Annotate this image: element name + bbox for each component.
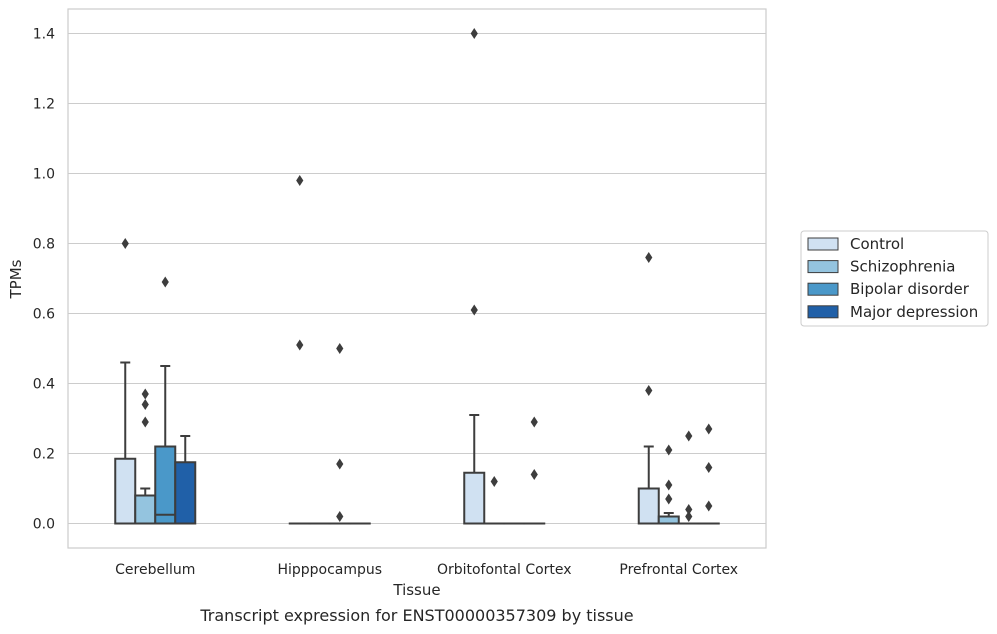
outlier-point: [665, 444, 673, 456]
box-body: [637, 487, 660, 525]
x-tick-label: Orbitofontal Cortex: [437, 562, 572, 578]
outlier-point: [121, 238, 129, 249]
box-bipolar-disorder: [677, 430, 700, 525]
y-tick-label: 1.2: [33, 97, 55, 113]
outlier-point: [336, 511, 344, 522]
legend-label: Bipolar disorder: [850, 280, 970, 298]
outlier-point: [685, 504, 693, 515]
box-schizophrenia: [657, 444, 680, 525]
x-axis-label: Tissue: [392, 581, 440, 599]
box-body: [114, 457, 137, 525]
box-major-depression: [697, 423, 720, 525]
outlier-point: [530, 416, 538, 428]
outlier-point: [685, 511, 693, 522]
figure-caption: Transcript expression for ENST0000035730…: [200, 606, 634, 625]
outlier-point: [530, 469, 538, 480]
box-body: [657, 515, 680, 525]
y-tick-label: 0.4: [33, 377, 55, 393]
y-axis-label: TPMs: [7, 259, 25, 299]
box-bipolar-disorder: [328, 343, 351, 525]
outlier-point: [490, 476, 498, 487]
x-tick-label: Prefrontal Cortex: [619, 562, 738, 578]
y-tick-labels: 0.0 0.2 0.4 0.6 0.8 1.0 1.2 1.4: [33, 27, 55, 533]
legend-label: Schizophrenia: [850, 258, 955, 276]
x-tick-label: Hipppocampus: [277, 562, 382, 578]
box-bipolar-disorder: [154, 276, 177, 525]
x-tick-labels: Cerebellum Hipppocampus Orbitofontal Corte…: [115, 562, 738, 578]
box-control: [114, 238, 137, 525]
outlier-point: [470, 28, 478, 39]
box-control: [637, 252, 660, 525]
box-body: [134, 494, 157, 525]
outlier-point: [645, 385, 653, 396]
box-major-depression: [174, 435, 197, 525]
y-tick-label: 0.2: [33, 447, 55, 463]
outlier-point: [141, 399, 149, 410]
outlier-point: [296, 175, 304, 186]
box-control: [288, 175, 311, 525]
box-schizophrenia: [134, 388, 157, 525]
legend-swatch: [807, 237, 839, 251]
outlier-point: [336, 343, 344, 354]
outlier-point: [645, 252, 653, 263]
box-body: [174, 461, 197, 525]
legend-label: Control: [850, 235, 904, 253]
outlier-point: [665, 493, 673, 505]
outlier-point: [705, 500, 713, 512]
y-tick-label: 0.8: [33, 237, 55, 253]
box-body: [154, 445, 177, 525]
box-body: [463, 471, 486, 525]
outlier-point: [685, 430, 693, 442]
y-tick-label: 1.4: [33, 27, 55, 43]
outlier-point: [296, 339, 304, 351]
legend-swatch: [807, 305, 839, 319]
box-groups: [114, 28, 720, 525]
legend-frame: [800, 230, 989, 327]
legend-swatch: [807, 282, 839, 296]
box-major-depression: [523, 416, 546, 525]
outlier-point: [141, 416, 149, 428]
legend-swatch: [807, 260, 839, 274]
legend: Control Schizophrenia Bipolar disorder Majo…: [800, 230, 989, 327]
plot-frame: [67, 8, 767, 549]
y-tick-label: 1.0: [33, 167, 55, 183]
outlier-point: [665, 479, 673, 491]
outlier-point: [141, 388, 149, 400]
outlier-point: [470, 304, 478, 316]
legend-label: Major depression: [850, 303, 978, 321]
box-control: [463, 28, 486, 525]
outlier-point: [705, 462, 713, 473]
y-tick-label: 0.6: [33, 307, 55, 323]
box-schizophrenia: [483, 476, 506, 525]
outlier-point: [336, 458, 344, 470]
outlier-point: [705, 423, 713, 435]
x-tick-label: Cerebellum: [115, 562, 195, 578]
outlier-point: [161, 276, 169, 288]
y-tick-label: 0.0: [33, 517, 55, 533]
